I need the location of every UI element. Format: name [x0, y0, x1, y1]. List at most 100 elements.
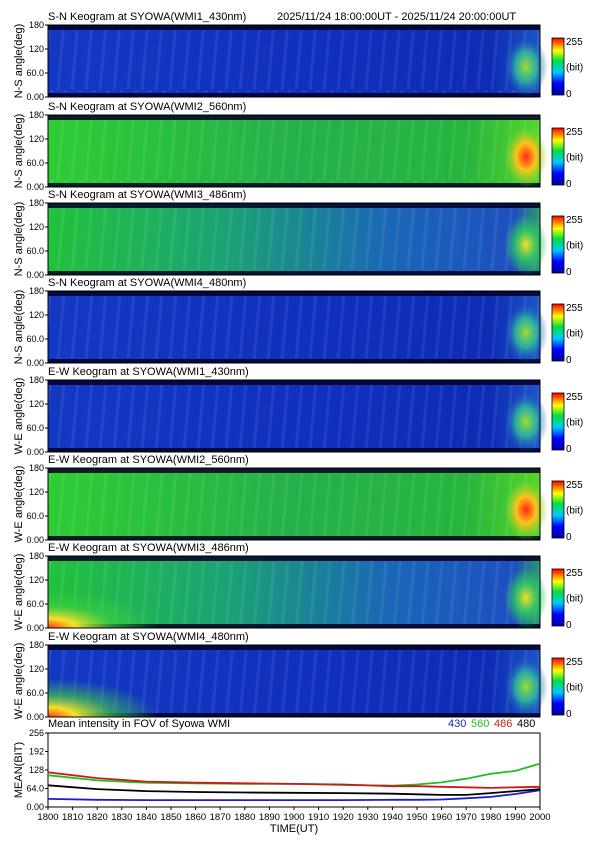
keogram-edge-top: [48, 291, 540, 296]
keogram-edge-bottom: [48, 448, 540, 452]
x-tick-label: 1990: [505, 812, 526, 823]
panel-frame: [47, 467, 541, 541]
y-tick-label: 180: [29, 20, 44, 30]
y-tick-label: 128: [29, 765, 44, 775]
panel-title: S-N Keogram at SYOWA(WMI1_430nm): [48, 11, 246, 23]
keogram-edge-top: [48, 556, 540, 561]
colorbar-max-label: 255: [566, 568, 583, 579]
keogram-edge-top: [48, 468, 540, 473]
colorbar: [551, 37, 565, 96]
x-tick-label: 1860: [185, 812, 206, 823]
y-tick-label: 60.0: [26, 246, 44, 256]
panel-frame: [47, 290, 541, 364]
y-tick-label: 256: [29, 728, 44, 738]
y-tick-label: 180: [29, 463, 44, 473]
keogram-panel: S-N Keogram at SYOWA(WMI3_486nm) 0.00 60.0…: [13, 189, 583, 280]
aurora-activity: [504, 391, 548, 453]
y-tick-label: 60.0: [26, 599, 44, 609]
x-tick-label: 1820: [87, 812, 108, 823]
y-axis-label: N-S angle(deg): [13, 114, 25, 189]
x-tick-label: 1810: [62, 812, 83, 823]
panel-title: S-N Keogram at SYOWA(WMI2_560nm): [48, 101, 246, 113]
y-tick-label: 64.0: [26, 784, 44, 794]
y-axis-label: W-E angle(deg): [13, 643, 25, 720]
keogram-edge-top: [48, 645, 540, 650]
colorbar-min-label: 0: [566, 355, 572, 366]
y-tick-label: 180: [29, 551, 44, 561]
series-line-480: [47, 784, 541, 796]
colorbar-max-label: 255: [566, 657, 583, 668]
colorbar: [551, 480, 565, 539]
keogram-texture: [48, 25, 540, 97]
colorbar-min-label: 0: [566, 444, 572, 455]
aurora-activity: [504, 302, 548, 364]
panel-frame: [47, 644, 541, 718]
y-tick-label: 0.00: [26, 623, 44, 633]
keogram-edge-bottom: [48, 624, 540, 628]
y-tick-label: 180: [29, 286, 44, 296]
colorbar-unit-label: (bit): [566, 329, 583, 340]
y-tick-label: 120: [29, 399, 44, 409]
y-tick-label: 0.00: [26, 358, 44, 368]
keogram-edge-top: [48, 115, 540, 120]
keogram-texture: [48, 468, 540, 540]
y-tick-label: 0.00: [26, 535, 44, 545]
colorbar-unit-label: (bit): [566, 418, 583, 429]
panel-frame: [47, 555, 541, 629]
colorbar-unit-label: (bit): [566, 506, 583, 517]
keogram-panel: E-W Keogram at SYOWA(WMI1_430nm) 0.00 60.0…: [13, 366, 583, 457]
y-tick-label: 0.00: [26, 270, 44, 280]
line-chart-title: Mean intensity in FOV of Syowa WMI: [48, 718, 230, 730]
y-tick-label: 120: [29, 664, 44, 674]
aurora-activity: [504, 36, 548, 97]
colorbar: [551, 657, 565, 716]
y-tick-label: 60.0: [26, 68, 44, 78]
x-tick-label: 1920: [333, 812, 354, 823]
colorbar: [551, 215, 565, 274]
y-axis-label: N-S angle(deg): [13, 290, 25, 365]
keogram-panel: S-N Keogram at SYOWA(WMI2_560nm) 0.00 60.0…: [13, 101, 583, 192]
keogram-edge-top: [48, 25, 540, 30]
colorbar-unit-label: (bit): [566, 153, 583, 164]
colorbar-max-label: 255: [566, 215, 583, 226]
y-axis-label: W-E angle(deg): [13, 554, 25, 631]
aurora-activity: [504, 567, 548, 628]
x-tick-label: 1830: [111, 812, 132, 823]
colorbar: [551, 303, 565, 362]
x-tick-label: 1970: [456, 812, 477, 823]
keogram-texture: [48, 115, 540, 187]
x-tick-label: 1980: [480, 812, 501, 823]
keogram-panel: S-N Keogram at SYOWA(WMI4_480nm) 0.00 60.0…: [13, 277, 583, 368]
x-tick-label: 1930: [357, 812, 378, 823]
aurora-activity: [504, 214, 548, 275]
colorbar-unit-label: (bit): [566, 683, 583, 694]
colorbar-min-label: 0: [566, 709, 572, 720]
legend-entry-486: 486: [494, 718, 512, 730]
series-line-486: [47, 771, 541, 789]
y-tick-label: 180: [29, 110, 44, 120]
panel-title: E-W Keogram at SYOWA(WMI4_480nm): [48, 631, 249, 643]
y-tick-label: 120: [29, 310, 44, 320]
x-tick-label: 1850: [160, 812, 181, 823]
line-chart-frame: [47, 732, 541, 808]
colorbar-max-label: 255: [566, 37, 583, 48]
panel-frame: [47, 114, 541, 188]
y-axis-label: N-S angle(deg): [13, 202, 25, 277]
keogram-edge-top: [48, 380, 540, 385]
x-tick-label: 1800: [37, 812, 58, 823]
y-tick-label: 0.00: [26, 447, 44, 457]
legend-entry-430: 430: [448, 718, 466, 730]
keogram-edge-bottom: [48, 713, 540, 717]
colorbar: [551, 127, 565, 186]
colorbar-unit-label: (bit): [566, 63, 583, 74]
colorbar-max-label: 255: [566, 303, 583, 314]
x-tick-label: 1880: [234, 812, 255, 823]
panel-title: E-W Keogram at SYOWA(WMI2_560nm): [48, 454, 249, 466]
keogram-panel: S-N Keogram at SYOWA(WMI1_430nm) 0.00 60.0…: [13, 11, 583, 102]
aurora-activity: [504, 479, 548, 540]
keogram-edge-bottom: [48, 183, 540, 187]
y-tick-label: 120: [29, 222, 44, 232]
keogram-panel: E-W Keogram at SYOWA(WMI2_560nm) 0.00 60.0…: [13, 454, 583, 545]
y-tick-label: 180: [29, 198, 44, 208]
